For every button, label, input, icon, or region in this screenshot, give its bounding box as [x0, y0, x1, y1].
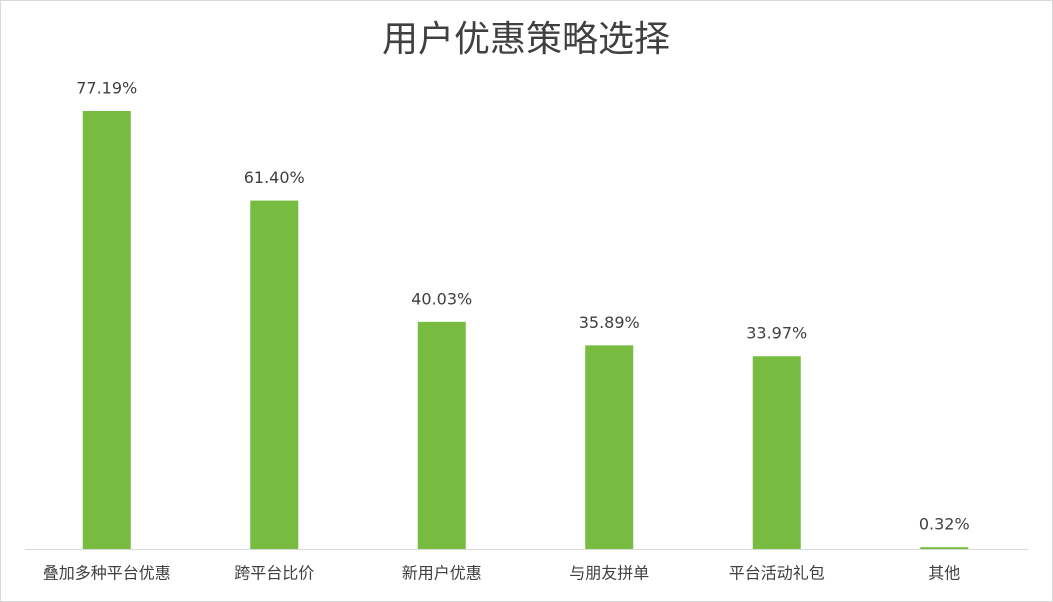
x-tick-label: 与朋友拼单 [569, 564, 649, 583]
chart-title: 用户优惠策略选择 [382, 19, 670, 60]
x-tick-label: 新用户优惠 [402, 564, 482, 583]
x-tick-label: 跨平台比价 [234, 564, 314, 583]
data-label: 35.89% [579, 313, 640, 332]
bar [250, 200, 299, 549]
bar [920, 547, 969, 549]
bar [82, 111, 131, 549]
x-tick-label: 平台活动礼包 [729, 564, 825, 583]
bar [585, 345, 634, 549]
bar [752, 356, 801, 549]
data-label: 40.03% [411, 289, 472, 308]
data-label: 0.32% [919, 515, 970, 534]
x-tick-label: 其他 [928, 564, 960, 583]
data-label: 61.40% [244, 168, 305, 187]
data-label: 77.19% [76, 79, 137, 98]
data-label: 33.97% [746, 324, 807, 343]
bar [417, 321, 466, 549]
x-tick-label: 叠加多种平台优惠 [43, 564, 171, 583]
